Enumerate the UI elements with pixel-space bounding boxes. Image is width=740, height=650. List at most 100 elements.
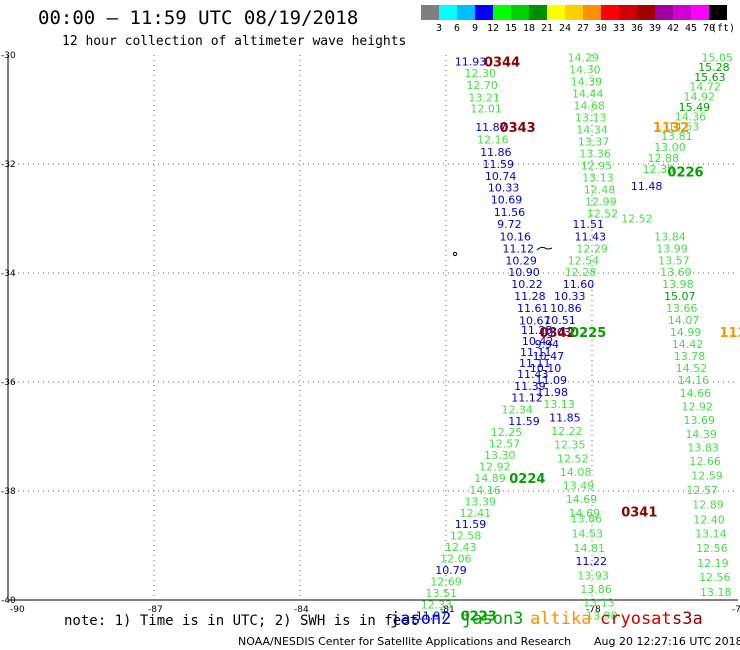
wave-height-value: 12.57 (686, 484, 718, 497)
color-swatch (583, 5, 601, 20)
pass-time-label: 1132 (653, 121, 689, 136)
wave-height-value: 13.36 (579, 148, 611, 161)
wave-height-value: 15.28 (698, 61, 730, 74)
wave-height-value: 13.99 (656, 242, 688, 255)
wave-height-value: 13.98 (662, 278, 694, 291)
wave-height-value: 13.13 (582, 172, 614, 185)
color-swatch (529, 5, 547, 20)
wave-height-value: 14.08 (560, 466, 592, 479)
wave-height-value: 12.38 (643, 163, 675, 176)
wave-height-value: 13.30 (484, 449, 515, 462)
wave-height-value: 14.66 (680, 387, 712, 400)
wave-height-value: 12.52 (557, 452, 589, 465)
color-scale-label: 12 (486, 23, 500, 34)
wave-height-value: 12.92 (682, 401, 714, 414)
color-swatch (619, 5, 637, 20)
wave-height-value: 13.00 (654, 141, 686, 154)
wave-height-value: 11.93 (455, 56, 487, 69)
wave-height-value: 14.30 (569, 64, 601, 77)
wave-height-value: 13.86 (571, 512, 603, 525)
wave-height-value: 14.16 (469, 484, 501, 497)
color-scale-label: 21 (540, 23, 554, 34)
wave-height-value: 11.87 (475, 121, 507, 134)
wave-height-value: 14.39 (571, 76, 603, 89)
wave-height-value: 14.52 (676, 362, 708, 375)
color-scale-label: 42 (666, 23, 680, 34)
pass-time-label: 0226 (667, 166, 703, 181)
wave-height-value: 10.47 (533, 350, 565, 363)
wave-height-value: 12.89 (692, 499, 724, 512)
wave-height-value: 13.69 (683, 414, 715, 427)
wave-height-value: 12.16 (477, 133, 509, 146)
wave-height-value: 15.63 (694, 71, 726, 84)
x-tick-label: -78 (586, 605, 601, 615)
wave-height-value: 10.42 (522, 335, 554, 348)
wave-height-value: 10.03 (539, 326, 571, 339)
color-scale-label: 15 (504, 23, 518, 34)
wave-height-value: 14.69 (569, 507, 601, 520)
wave-height-value: 12.54 (568, 254, 600, 267)
wave-height-value: 14.16 (678, 374, 710, 387)
wave-height-value: 12.25 (491, 426, 522, 439)
wave-height-value: 10.51 (544, 314, 576, 327)
pass-time-label: 0341 (621, 506, 657, 521)
color-swatch (421, 5, 439, 20)
wave-height-value: 15.49 (679, 101, 711, 114)
legend-altika: altika (530, 609, 592, 629)
wave-height-value: 14.29 (568, 52, 600, 65)
y-tick-label: -34 (1, 269, 16, 279)
wave-height-value: 11.56 (494, 206, 526, 219)
footnote: note: 1) Time is in UTC; 2) SWH is in fe… (64, 613, 419, 629)
color-scale-label: 9 (471, 23, 479, 34)
wave-height-value: 13.93 (577, 569, 609, 582)
color-swatch (637, 5, 655, 20)
wave-height-value: 14.53 (668, 120, 700, 133)
color-swatch (439, 5, 457, 20)
wave-height-value: 13.83 (687, 441, 719, 454)
wave-height-value: 13.84 (654, 230, 686, 243)
wave-height-value: 14.42 (672, 338, 704, 351)
timestamp-text: Aug 20 12:27:16 UTC 2018 (594, 635, 740, 648)
wave-height-value: 10.79 (435, 564, 467, 577)
wave-height-value: 13.13 (583, 597, 615, 610)
wave-height-value: 11.59 (455, 518, 487, 531)
wave-height-value: 14.72 (689, 81, 721, 94)
wave-height-value: 11.97 (416, 609, 448, 622)
wave-height-value: 12.35 (554, 439, 586, 452)
wave-height-value: 14.07 (668, 314, 700, 327)
wave-height-value: 12.92 (479, 460, 511, 473)
wave-height-value: 13.37 (578, 136, 610, 149)
wave-height-value: 11.48 (631, 180, 663, 193)
wave-height-value: 12.30 (464, 67, 496, 80)
wave-height-value: 11.85 (549, 411, 581, 424)
color-scale-label: 3 (435, 23, 443, 34)
pass-time-label: 0225 (570, 326, 606, 341)
wave-height-value: 12.69 (430, 575, 462, 588)
color-scale-label: 36 (630, 23, 644, 34)
wave-height-value: 14.39 (685, 428, 717, 441)
wave-height-value: 14.81 (574, 542, 606, 555)
wave-height-value: 11.11 (519, 357, 551, 370)
y-tick-label: -36 (1, 378, 16, 388)
credit-text: NOAA/NESDIS Center for Satellite Applica… (238, 635, 572, 648)
wave-height-value: 12.41 (460, 507, 492, 520)
pass-time-label: 0344 (484, 56, 520, 71)
wave-height-value: 11.11 (520, 346, 552, 359)
wave-height-value: 13.78 (674, 350, 706, 363)
wave-height-value: 12.33 (421, 598, 453, 611)
wave-height-value: 14.89 (474, 472, 506, 485)
wave-height-value: 14.99 (670, 326, 702, 339)
wave-height-value: 14.36 (675, 111, 707, 124)
wave-height-value: 13.51 (426, 587, 458, 600)
wave-height-value: 10.33 (554, 290, 586, 303)
color-swatch (475, 5, 493, 20)
wave-height-value: 11.98 (537, 386, 569, 399)
wave-height-value: 13.18 (700, 586, 732, 599)
wave-height-value: 11.25 (521, 324, 553, 337)
wave-height-value: 13.13 (575, 112, 607, 125)
wave-height-value: 10.10 (530, 362, 562, 375)
legend-jason2: jason2 (390, 609, 452, 629)
wave-height-value: 13.14 (695, 528, 727, 541)
color-scale-label: 30 (594, 23, 608, 34)
wave-height-value: 14.92 (683, 90, 715, 103)
